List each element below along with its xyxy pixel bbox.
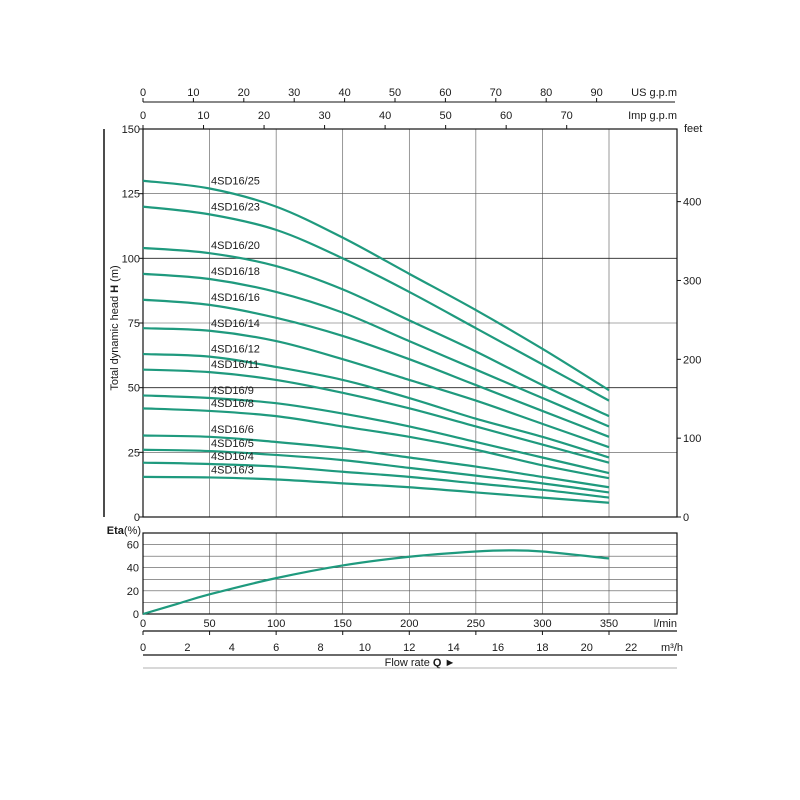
curve-label: 4SD16/18 — [211, 266, 260, 278]
lpm-tick-label: 0 — [140, 618, 146, 630]
imp-gpm-unit-label: Imp g.p.m — [628, 110, 677, 122]
head-feet-tick-label: 0 — [683, 512, 689, 524]
eta-y-tick-label: 60 — [127, 540, 139, 552]
head-curve-4sd16-25 — [142, 179, 610, 392]
head-y-tick-label: 25 — [128, 447, 140, 459]
us-gpm-tick-label: 80 — [540, 87, 552, 99]
lpm-tick-label: 300 — [533, 618, 551, 630]
imp-gpm-tick-label: 0 — [140, 110, 146, 122]
curve-label: 4SD16/14 — [211, 318, 260, 330]
imp-gpm-tick-label: 10 — [197, 110, 209, 122]
head-feet-tick-label: 300 — [683, 275, 701, 287]
lpm-tick-label: 350 — [600, 618, 618, 630]
eta-y-tick-label: 20 — [127, 586, 139, 598]
curve-label: 4SD16/6 — [211, 424, 254, 436]
m3h-unit-label: m³/h — [661, 642, 683, 654]
us-gpm-tick-label: 70 — [490, 87, 502, 99]
us-gpm-tick-label: 60 — [439, 87, 451, 99]
head-curve-4sd16-4 — [142, 461, 610, 499]
us-gpm-tick-label: 30 — [288, 87, 300, 99]
head-curve-4sd16-5 — [142, 448, 610, 494]
head-y-tick-label: 125 — [122, 189, 140, 201]
us-gpm-tick-label: 90 — [590, 87, 602, 99]
eta-plot-frame — [142, 532, 678, 615]
efficiency-curve — [142, 549, 610, 616]
curve-label: 4SD16/4 — [211, 451, 254, 463]
head-y-tick-label: 100 — [122, 253, 140, 265]
m3h-tick-label: 14 — [448, 642, 460, 654]
head-curve-4sd16-6 — [142, 434, 610, 489]
imp-gpm-tick-label: 20 — [258, 110, 270, 122]
head-y-tick-label: 150 — [122, 124, 140, 136]
imp-gpm-tick-label: 30 — [318, 110, 330, 122]
m3h-tick-label: 4 — [229, 642, 235, 654]
eta-y-tick-label: 40 — [127, 563, 139, 575]
head-y-axis-title: Total dynamic head H (m) — [109, 265, 121, 390]
m3h-tick-label: 0 — [140, 642, 146, 654]
curve-label: 4SD16/5 — [211, 438, 254, 450]
us-gpm-unit-label: US g.p.m — [631, 87, 677, 99]
eta-y-tick-label: 0 — [133, 609, 139, 621]
flow-axes: 0 50 100 150 200 250 300 350 l/min 0 2 4 6 8 10 12 14 16 1… — [140, 618, 683, 669]
us-gpm-tick-label: 40 — [338, 87, 350, 99]
head-curve-4sd16-23 — [142, 205, 610, 402]
head-feet-tick-label: 100 — [683, 433, 701, 445]
m3h-tick-label: 10 — [359, 642, 371, 654]
lpm-tick-label: 50 — [203, 618, 215, 630]
lpm-tick-label: 100 — [267, 618, 285, 630]
head-curve-4sd16-20 — [142, 246, 610, 418]
flow-rate-axis-title: Flow rate Q ► — [385, 657, 456, 669]
us-gpm-tick-label: 20 — [238, 87, 250, 99]
m3h-tick-label: 6 — [273, 642, 279, 654]
head-curve-4sd16-3 — [142, 475, 610, 504]
m3h-tick-label: 22 — [625, 642, 637, 654]
head-curve-4sd16-8 — [142, 407, 610, 480]
head-curve-4sd16-9 — [142, 394, 610, 475]
head-y-tick-label: 75 — [128, 318, 140, 330]
curve-label: 4SD16/8 — [211, 398, 254, 410]
head-feet-tick-label: 400 — [683, 197, 701, 209]
us-gpm-tick-label: 50 — [389, 87, 401, 99]
lpm-tick-label: 200 — [400, 618, 418, 630]
m3h-tick-label: 18 — [536, 642, 548, 654]
m3h-tick-label: 12 — [403, 642, 415, 654]
head-curve-4sd16-18 — [142, 272, 610, 428]
curve-label: 4SD16/3 — [211, 464, 254, 476]
head-y-tick-label: 50 — [128, 383, 140, 395]
curve-label: 4SD16/25 — [211, 175, 260, 187]
imp-gpm-tick-label: 50 — [440, 110, 452, 122]
curve-label: 4SD16/9 — [211, 385, 254, 397]
imp-gpm-tick-label: 40 — [379, 110, 391, 122]
us-gpm-tick-label: 0 — [140, 87, 146, 99]
m3h-tick-label: 8 — [317, 642, 323, 654]
m3h-tick-label: 16 — [492, 642, 504, 654]
lpm-tick-label: 250 — [467, 618, 485, 630]
head-y-tick-label: 0 — [134, 512, 140, 524]
lpm-unit-label: l/min — [654, 618, 677, 630]
curve-label: 4SD16/11 — [211, 359, 259, 371]
imp-gpm-tick-label: 70 — [561, 110, 573, 122]
head-curve-4sd16-14 — [142, 327, 610, 449]
head-curve-4sd16-16 — [142, 298, 610, 438]
head-feet-tick-label: 200 — [683, 354, 701, 366]
curve-label: 4SD16/20 — [211, 240, 260, 252]
head-curve-4sd16-12 — [142, 352, 610, 459]
m3h-tick-label: 2 — [184, 642, 190, 654]
m3h-tick-label: 20 — [581, 642, 593, 654]
imp-gpm-tick-label: 60 — [500, 110, 512, 122]
curve-label: 4SD16/23 — [211, 201, 260, 213]
head-feet-unit-label: feet — [684, 123, 702, 135]
eta-y-axis-title: Eta(%) — [107, 525, 141, 537]
efficiency-panel: 0 20 40 60 Eta(%) — [107, 525, 678, 621]
head-curve-4sd16-11 — [142, 368, 610, 464]
curve-label: 4SD16/16 — [211, 292, 260, 304]
curve-label: 4SD16/12 — [211, 344, 260, 356]
us-gpm-tick-label: 10 — [187, 87, 199, 99]
lpm-tick-label: 150 — [334, 618, 352, 630]
